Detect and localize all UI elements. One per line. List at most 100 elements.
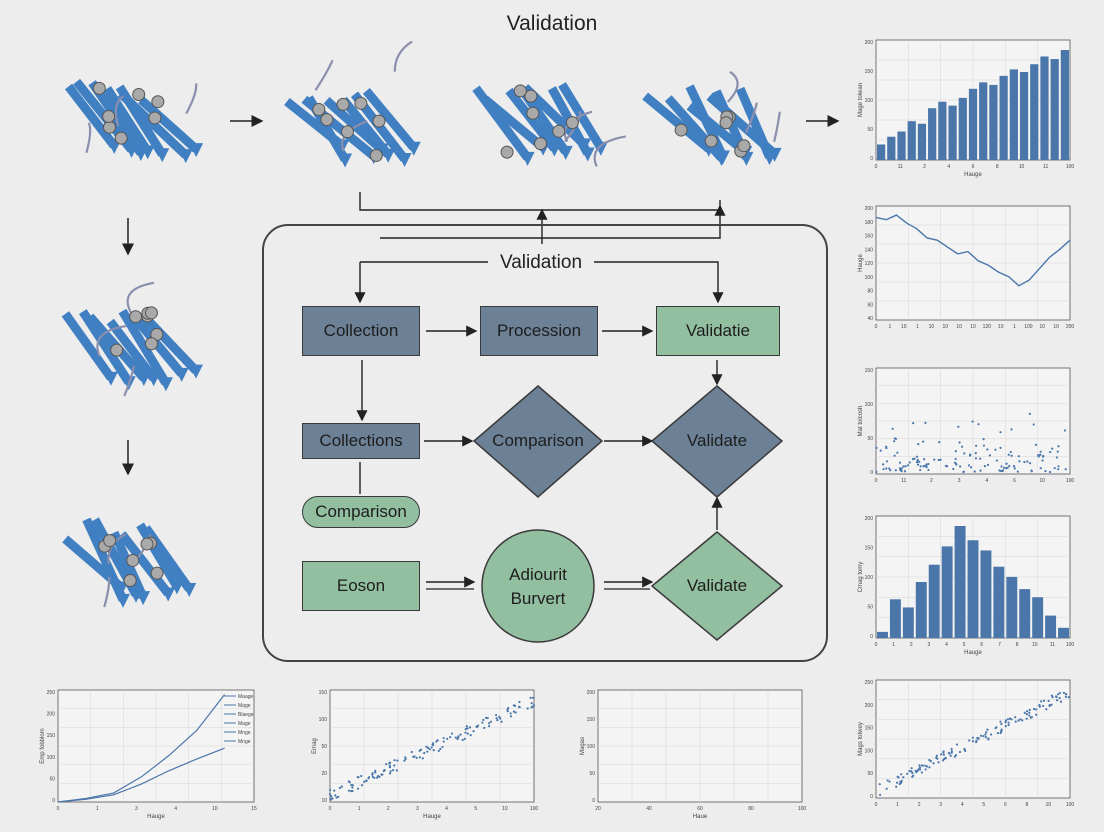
- series-line: [57, 694, 226, 803]
- protein-atom: [126, 553, 140, 567]
- protein-arrowhead: [182, 582, 197, 597]
- scatter-point: [1041, 459, 1044, 462]
- scatter-point: [1028, 714, 1031, 717]
- scatter-point: [1004, 719, 1008, 722]
- x-tick-label: 10: [956, 324, 962, 330]
- adiourit-label-line2: Burvert: [510, 589, 566, 608]
- protein-strand: [61, 311, 115, 381]
- bar: [928, 564, 940, 638]
- scatter-point: [495, 717, 498, 720]
- scatter-point: [995, 459, 998, 462]
- scatter-point: [454, 736, 457, 739]
- protein-atom: [103, 120, 117, 134]
- protein-arrowhead: [397, 153, 412, 168]
- scatter-point: [1042, 704, 1045, 708]
- scatter-point: [1017, 455, 1020, 458]
- y-tick-label: 150: [865, 546, 874, 552]
- comparison-diamond-label[interactable]: Comparison: [492, 431, 584, 450]
- scatter-point: [507, 706, 510, 710]
- scatter-point: [1002, 466, 1006, 469]
- scatter-point: [896, 451, 899, 454]
- scatter-point: [350, 784, 353, 787]
- scatter-point: [1047, 699, 1050, 702]
- protein-structure-5: [61, 281, 203, 397]
- x-tick-label: 6: [1004, 802, 1007, 808]
- procession-node[interactable]: Procession: [480, 306, 598, 356]
- scatter-point: [885, 787, 888, 790]
- bar: [1019, 72, 1029, 160]
- scatter-point: [1057, 445, 1060, 448]
- collections-node[interactable]: Collections: [302, 423, 420, 459]
- bar: [1045, 615, 1057, 638]
- scatter-point: [942, 750, 945, 753]
- validate-mid-label[interactable]: Validate: [686, 431, 748, 450]
- bar: [1058, 627, 1069, 638]
- scatter-point: [1056, 693, 1060, 696]
- legend-entry: Mnge: [238, 739, 251, 745]
- scatter-point: [439, 747, 442, 751]
- scatter-point: [1050, 703, 1053, 706]
- adiourit-label-line1[interactable]: Adiourit: [509, 565, 567, 584]
- bar: [928, 108, 937, 160]
- validate-top-node[interactable]: Validatie: [656, 306, 780, 356]
- scatter-point: [982, 735, 985, 738]
- y-tick-label: 100: [865, 748, 874, 754]
- protein-loop: [85, 122, 92, 154]
- y-tick-label: 150: [865, 368, 874, 374]
- scatter-point: [886, 779, 889, 782]
- protein-strand: [64, 83, 118, 149]
- validate-bottom-label[interactable]: Validate: [686, 576, 748, 595]
- collection-node[interactable]: Collection: [302, 306, 420, 356]
- scatter-point: [1063, 429, 1066, 432]
- x-tick-label: 0: [875, 642, 878, 648]
- comparison-pill-node[interactable]: Comparison: [302, 496, 420, 528]
- scatter-point: [415, 756, 418, 759]
- scatter-point: [1064, 695, 1067, 698]
- scatter-point: [360, 784, 364, 787]
- x-tick-label: 10: [943, 324, 949, 330]
- x-tick-label: 10: [1040, 478, 1046, 484]
- scatter-point: [954, 449, 957, 453]
- protein-loop: [114, 95, 125, 127]
- scatter-point: [1021, 719, 1024, 722]
- y-axis-label: Mags totwey: [858, 722, 864, 756]
- x-tick-label: 3: [939, 802, 942, 808]
- y-tick-label: 200: [587, 690, 596, 696]
- scatter-point: [975, 739, 978, 742]
- scatter-point: [356, 787, 360, 790]
- scatter-point: [500, 720, 503, 723]
- x-tick-label: 10: [1019, 164, 1025, 170]
- scatter-point: [893, 454, 896, 457]
- scatter-point: [921, 764, 924, 767]
- scatter-point: [989, 733, 993, 736]
- protein-loop: [727, 70, 739, 103]
- scatter-point: [875, 470, 878, 474]
- eoson-node[interactable]: Eoson: [302, 561, 420, 611]
- scatter-point: [923, 458, 926, 461]
- protein-loop: [593, 135, 626, 167]
- scatter-point: [896, 781, 899, 784]
- scatter-point: [529, 696, 532, 699]
- scatter-point: [532, 704, 536, 707]
- scatter-point: [475, 725, 478, 728]
- scatter-point: [968, 739, 971, 742]
- scatter-point: [882, 468, 885, 471]
- scatter-point: [442, 736, 445, 740]
- scatter-point: [976, 736, 979, 740]
- x-axis-label: Hauge: [423, 814, 441, 820]
- x-axis-label: Hauge: [147, 814, 165, 820]
- scatter-point: [388, 772, 392, 775]
- scatter-point: [900, 470, 903, 473]
- scatter-point: [368, 776, 371, 779]
- x-tick-label: 10: [1053, 324, 1059, 330]
- x-tick-label: 60: [697, 806, 703, 812]
- scatter-point: [449, 735, 452, 739]
- scatter-point: [879, 793, 882, 796]
- scatter-point: [1023, 711, 1026, 714]
- protein-atom: [500, 145, 514, 159]
- protein-strand: [106, 318, 158, 382]
- protein-atom: [372, 114, 386, 128]
- scatter-point: [933, 458, 936, 461]
- scatter-point: [959, 465, 962, 468]
